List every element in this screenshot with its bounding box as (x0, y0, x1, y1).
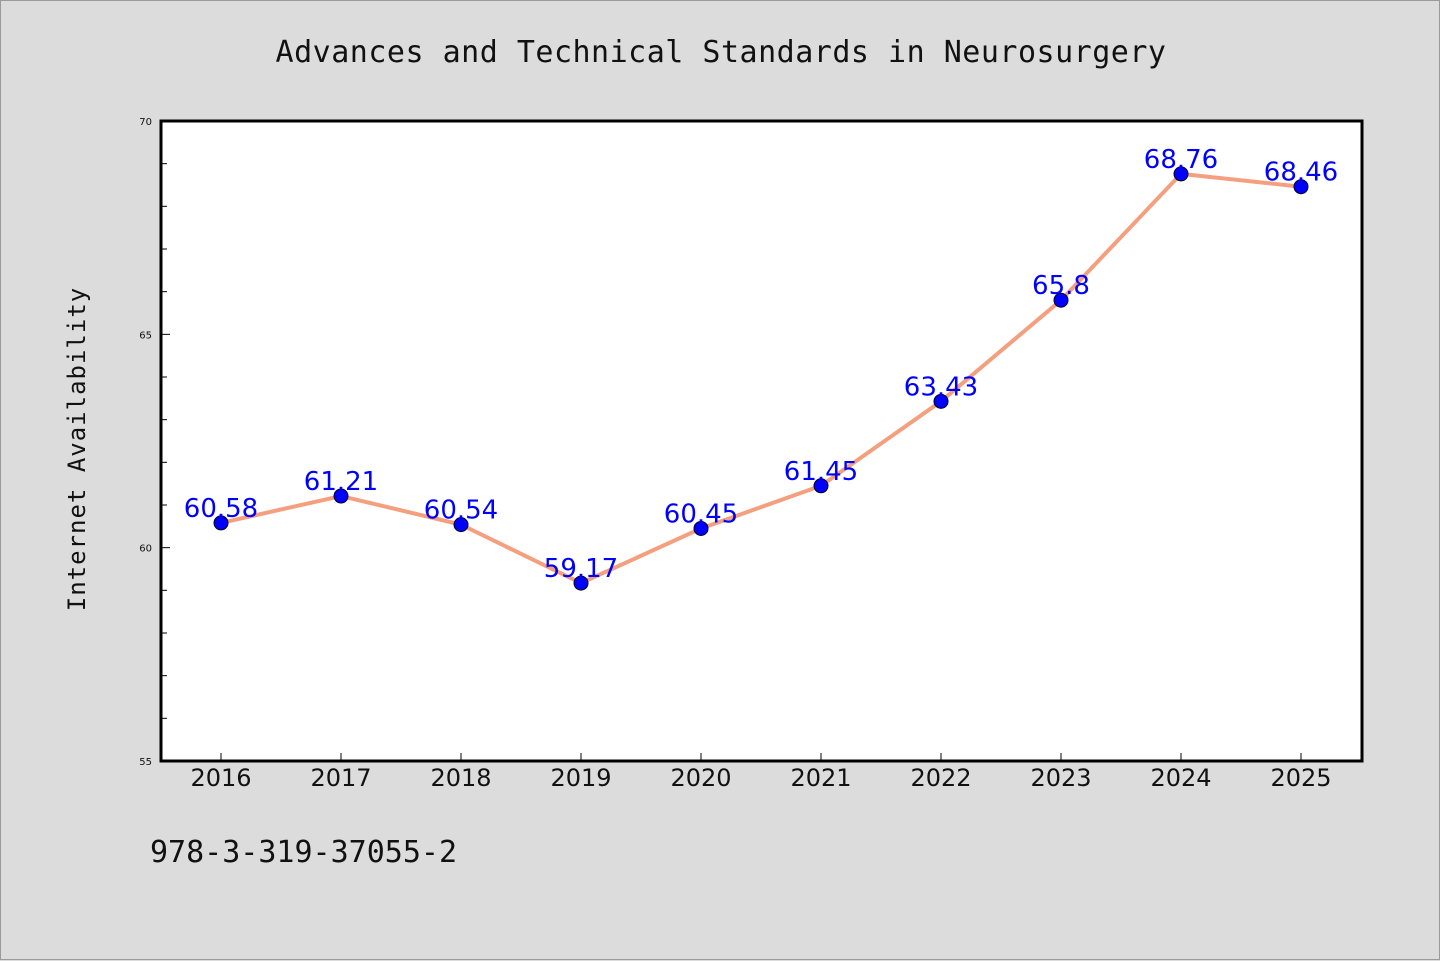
y-tick-label: 55 (139, 757, 152, 768)
plot-area (159, 119, 1364, 763)
x-tick-label: 2024 (1150, 764, 1211, 792)
data-point (1053, 292, 1069, 308)
data-label: 60.58 (184, 494, 258, 524)
data-label: 68.76 (1144, 145, 1218, 175)
y-tick-label: 60 (139, 544, 152, 555)
data-point (1173, 166, 1189, 182)
data-point (1293, 179, 1309, 195)
data-label: 68.46 (1264, 158, 1338, 188)
data-label: 60.54 (424, 496, 498, 526)
data-point (693, 520, 709, 536)
data-label: 61.21 (304, 467, 378, 497)
x-tick-label: 2025 (1270, 764, 1331, 792)
data-point (573, 575, 589, 591)
chart-title: Advances and Technical Standards in Neur… (275, 35, 1167, 70)
x-tick-label: 2021 (790, 764, 851, 792)
y-tick-label: 70 (139, 117, 152, 128)
x-tick-label: 2019 (550, 764, 611, 792)
footer-isbn: 978-3-319-37055-2 (150, 835, 458, 870)
data-point (933, 393, 949, 409)
series-line (220, 171, 1302, 586)
data-label: 65.8 (1032, 271, 1090, 301)
x-tick-label: 2023 (1030, 764, 1091, 792)
data-point (813, 478, 829, 494)
data-label: 60.45 (664, 499, 738, 529)
data-label: 59.17 (544, 554, 618, 584)
x-tick-label: 2020 (670, 764, 731, 792)
y-tick-label: 65 (139, 330, 152, 341)
x-tick-label: 2016 (190, 764, 251, 792)
data-label: 61.45 (784, 457, 858, 487)
data-label: 63.43 (904, 372, 978, 402)
data-point (453, 517, 469, 533)
x-tick-label: 2017 (310, 764, 371, 792)
data-point (213, 515, 229, 531)
x-tick-label: 2018 (430, 764, 491, 792)
data-point (333, 488, 349, 504)
x-tick-label: 2022 (910, 764, 971, 792)
